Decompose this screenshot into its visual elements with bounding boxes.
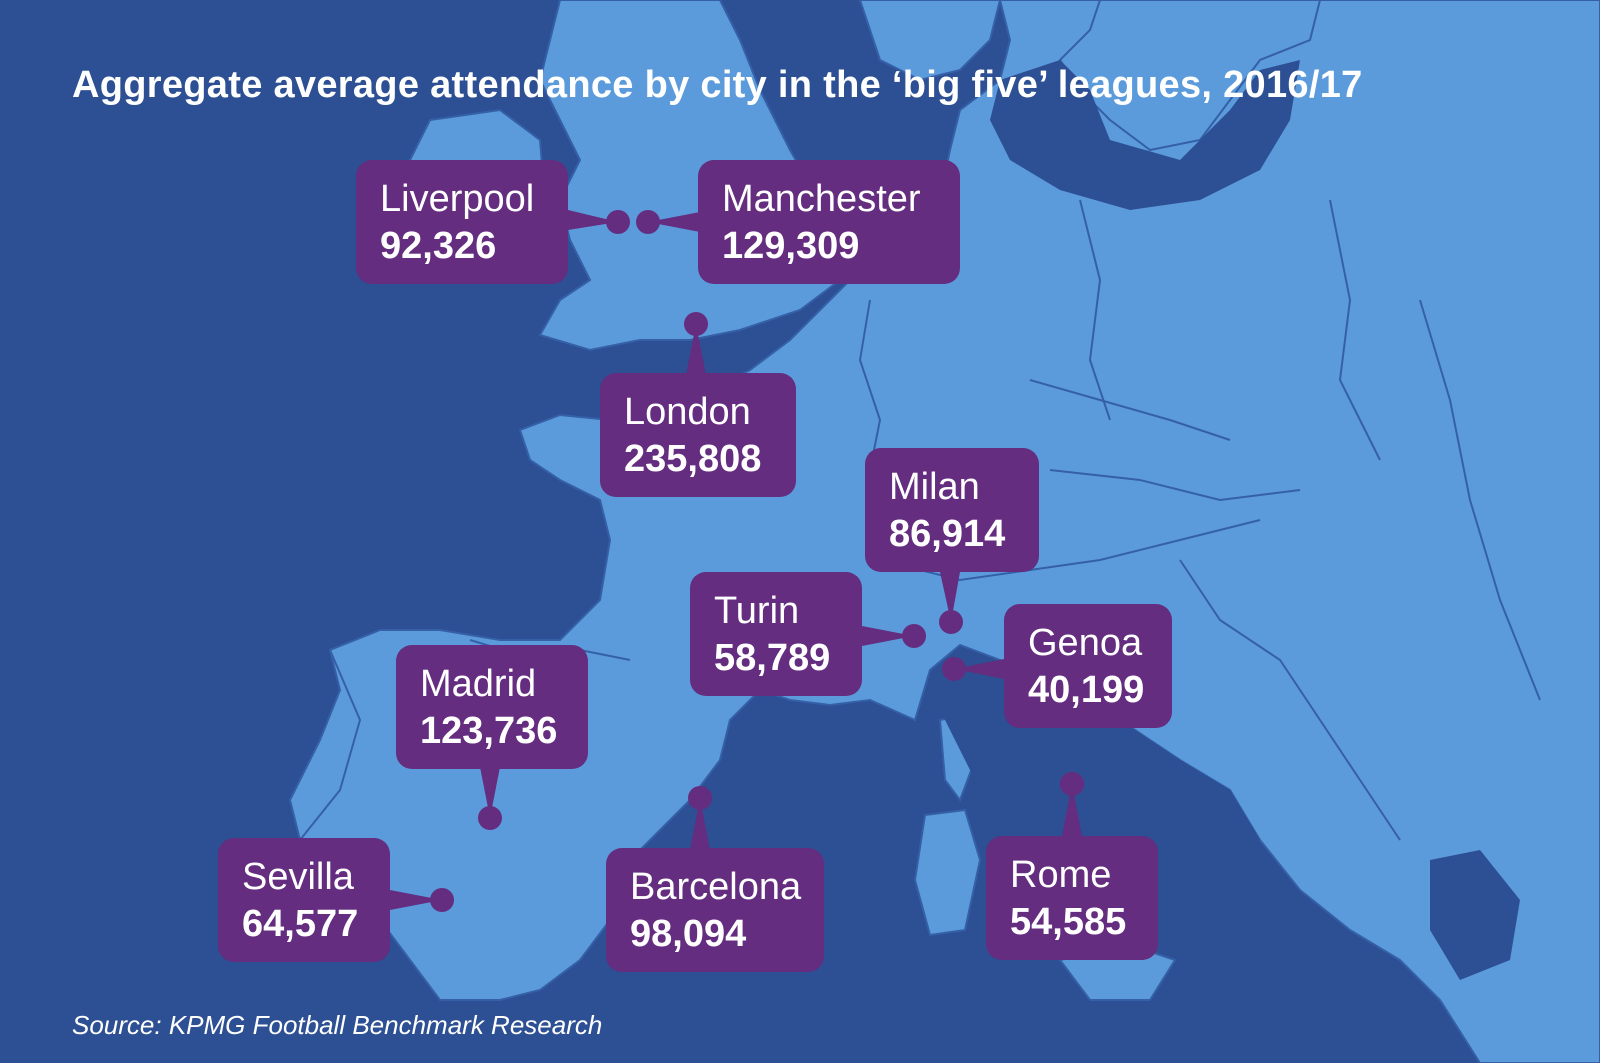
attendance-value: 58,789 bbox=[714, 637, 831, 679]
manchester-pointer bbox=[648, 212, 700, 232]
sevilla-pin bbox=[430, 888, 454, 912]
barcelona-pin bbox=[688, 786, 712, 810]
attendance-value: 54,585 bbox=[1010, 901, 1127, 943]
liverpool-pointer bbox=[568, 210, 618, 230]
map-title: Aggregate average attendance by city in … bbox=[72, 64, 1363, 106]
city-name: Madrid bbox=[420, 663, 537, 705]
madrid-pin bbox=[478, 806, 502, 830]
london-pointer bbox=[686, 324, 706, 375]
callout-sevilla: Sevilla 64,577 bbox=[218, 838, 390, 962]
attendance-value: 129,309 bbox=[722, 225, 860, 267]
callout-rome: Rome 54,585 bbox=[986, 836, 1158, 960]
madrid-pointer bbox=[480, 767, 500, 818]
attendance-value: 235,808 bbox=[624, 438, 762, 480]
barcelona-pointer bbox=[690, 798, 710, 850]
connectors bbox=[390, 210, 1084, 912]
city-name: Milan bbox=[889, 466, 980, 508]
border-eastern bbox=[1419, 299, 1541, 701]
london-pin bbox=[684, 312, 708, 336]
attendance-value: 64,577 bbox=[242, 903, 359, 945]
border-germany-poland bbox=[1079, 199, 1111, 421]
milan-pin bbox=[939, 610, 963, 634]
aegean-sea bbox=[1430, 850, 1520, 980]
liverpool-pin bbox=[606, 210, 630, 234]
scandinavia bbox=[1058, 0, 1322, 152]
callout-madrid: Madrid 123,736 bbox=[396, 645, 588, 769]
city-name: Barcelona bbox=[630, 866, 802, 908]
rome-pin bbox=[1060, 772, 1084, 796]
attendance-value: 40,199 bbox=[1028, 669, 1145, 711]
city-name: Genoa bbox=[1028, 622, 1143, 664]
border-austria-hungary bbox=[1049, 469, 1301, 502]
turin-pin bbox=[902, 624, 926, 648]
genoa-pin bbox=[942, 657, 966, 681]
city-name: Manchester bbox=[722, 178, 921, 220]
callout-turin: Turin 58,789 bbox=[690, 572, 862, 696]
city-name: Liverpool bbox=[380, 178, 535, 220]
attendance-value: 86,914 bbox=[889, 513, 1006, 555]
city-name: Sevilla bbox=[242, 856, 354, 898]
milan-pointer bbox=[940, 572, 960, 622]
border-balkans bbox=[1179, 559, 1401, 841]
border-portugal bbox=[299, 649, 362, 841]
manchester-pin bbox=[636, 210, 660, 234]
callout-liverpool: Liverpool 92,326 bbox=[356, 160, 568, 284]
callout-manchester: Manchester 129,309 bbox=[698, 160, 960, 284]
baltic-sea bbox=[990, 60, 1300, 210]
sevilla-pointer bbox=[390, 890, 442, 910]
border-poland-east bbox=[1329, 199, 1381, 461]
callout-milan: Milan 86,914 bbox=[865, 448, 1039, 572]
norway-west bbox=[858, 0, 1002, 82]
attendance-value: 98,094 bbox=[630, 913, 747, 955]
sardinia bbox=[913, 808, 982, 937]
attendance-value: 123,736 bbox=[420, 710, 558, 752]
attendance-value: 92,326 bbox=[380, 225, 497, 267]
callout-genoa: Genoa 40,199 bbox=[1004, 604, 1172, 728]
border-czech bbox=[1029, 379, 1231, 441]
callout-barcelona: Barcelona 98,094 bbox=[606, 848, 824, 972]
source-note: Source: KPMG Football Benchmark Research bbox=[72, 1010, 603, 1040]
city-name: London bbox=[624, 391, 751, 433]
city-name: Turin bbox=[714, 590, 800, 632]
callout-london: London 235,808 bbox=[600, 373, 796, 497]
genoa-pointer bbox=[954, 659, 1004, 679]
turin-pointer bbox=[862, 626, 914, 646]
city-name: Rome bbox=[1010, 854, 1112, 896]
rome-pointer bbox=[1062, 784, 1082, 836]
